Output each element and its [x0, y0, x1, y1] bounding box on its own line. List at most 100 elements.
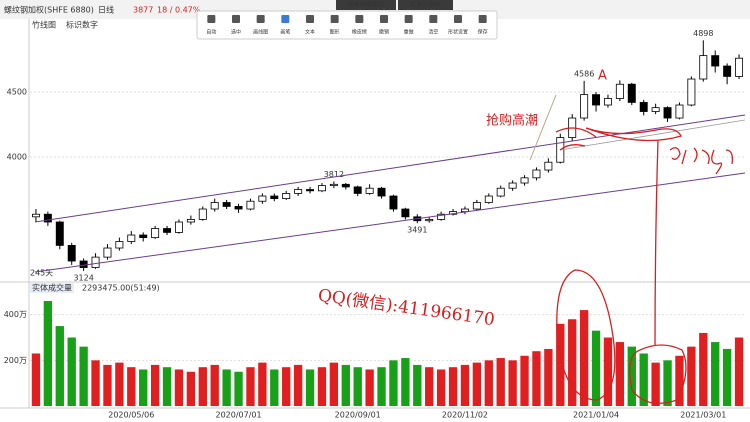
- candle-body: [103, 247, 112, 258]
- x-tick-label: 2020/05/06: [108, 411, 154, 420]
- tool-label: 撤销: [379, 29, 389, 36]
- candle-body: [544, 161, 553, 171]
- tool-icon[interactable]: [429, 15, 438, 23]
- volume-bar: [675, 355, 684, 406]
- mode-tab[interactable]: [398, 0, 453, 10]
- candle-body: [365, 187, 374, 194]
- tool-icon[interactable]: [404, 15, 413, 23]
- candle-body: [532, 169, 541, 179]
- period[interactable]: 日线: [98, 5, 114, 15]
- candle-body: [163, 228, 172, 233]
- tool-icon[interactable]: [232, 15, 240, 23]
- volume-bar: [246, 367, 255, 406]
- candle-body: [592, 94, 601, 106]
- candle-body: [258, 195, 267, 202]
- volume-bar: [210, 364, 219, 406]
- volume-bar: [734, 337, 744, 406]
- tool-label: 文本: [305, 29, 315, 36]
- tool-icon[interactable]: [355, 15, 364, 23]
- volume-bar: [425, 367, 434, 406]
- volume-bar: [186, 371, 196, 406]
- x-tick-label: 2020/09/01: [335, 411, 381, 420]
- volume-bar: [139, 369, 148, 406]
- tool-icon[interactable]: [454, 15, 462, 23]
- candle-body: [401, 208, 410, 218]
- mode-tab-label: 切换画图模式: [348, 1, 384, 9]
- candle-body: [234, 206, 243, 210]
- mode-tab-label: 只显示画图: [410, 2, 440, 9]
- volume-bar: [341, 364, 350, 406]
- tool-label: 选中: [231, 29, 241, 36]
- volume-bar: [699, 332, 708, 406]
- tool-icon[interactable]: [478, 15, 487, 23]
- volume-bar: [150, 364, 160, 406]
- volume-bar: [377, 367, 386, 406]
- volume-bar: [436, 369, 446, 406]
- tool-icon[interactable]: [380, 15, 388, 23]
- volume-bar: [687, 346, 696, 406]
- volume-bar: [91, 360, 100, 406]
- candle-body: [627, 83, 636, 103]
- candle-body: [329, 183, 338, 187]
- candle-body: [294, 189, 303, 194]
- volume-bar: [43, 300, 53, 406]
- trend-line: [559, 119, 746, 151]
- candle-body: [270, 195, 279, 200]
- tab[interactable]: 竹线图: [32, 20, 56, 30]
- label-box: [30, 283, 74, 293]
- draw-toolbar: 切换画图模式 只显示画图 自动 选中 画线图 画笔 文本 图形 橡皮擦 撤销 重做 清空 形状设置 保…: [196, 0, 498, 40]
- volume-bar: [174, 369, 184, 406]
- candle-body: [651, 107, 660, 112]
- channel-line: [34, 172, 746, 273]
- mode-tab[interactable]: [336, 0, 396, 10]
- volume-bar: [329, 362, 339, 406]
- volume-bar: [568, 319, 577, 406]
- extreme-label: 4586: [574, 69, 594, 78]
- candle-body: [377, 187, 386, 197]
- candle-body: [663, 107, 672, 119]
- tool-label: 形状设置: [448, 29, 468, 36]
- symbol[interactable]: 螺纹钢加权(SHFE 6880): [4, 5, 94, 15]
- tool-label: 自动: [206, 29, 216, 36]
- candle-body: [174, 221, 183, 233]
- volume-bar: [460, 364, 470, 406]
- candle-body: [91, 256, 100, 268]
- tool-icon[interactable]: [306, 15, 314, 23]
- candle-body: [603, 98, 612, 106]
- tool-icon[interactable]: [207, 15, 216, 23]
- volume-bar: [198, 367, 207, 406]
- volume-bar: [353, 367, 362, 406]
- volume-bar: [651, 362, 660, 406]
- tool-icon[interactable]: [256, 15, 265, 23]
- candle-body: [699, 55, 708, 80]
- price-change: 18 / 0.47%: [157, 6, 201, 15]
- annotation: 抢购高潮: [486, 113, 538, 129]
- candle-body: [723, 65, 732, 77]
- tab[interactable]: 标识数字: [66, 20, 98, 30]
- volume-bar: [532, 351, 541, 406]
- volume-bar: [556, 323, 565, 406]
- volume-bar: [544, 348, 553, 406]
- candle-body: [484, 195, 493, 203]
- volume-bar: [234, 371, 243, 406]
- volume-bar: [317, 367, 327, 406]
- candle-body: [246, 200, 255, 210]
- volume-bar: [55, 326, 64, 406]
- volume-bar: [484, 360, 493, 406]
- candle-body: [306, 189, 315, 192]
- candle-body: [496, 187, 505, 197]
- volume-bar: [722, 348, 732, 406]
- volume-bar: [508, 360, 517, 406]
- tool-icon[interactable]: [330, 15, 339, 23]
- tool-label: 重做: [404, 29, 414, 36]
- watermark: QQ(微信):411966170: [317, 286, 496, 331]
- volume-bar: [603, 337, 613, 406]
- scribble: [556, 269, 616, 401]
- tool-icon[interactable]: [281, 15, 290, 23]
- chart: 4000 4500 200万 400万 实体成交量 2293475.00(51:49) 24…: [4, 29, 745, 420]
- candle-body: [341, 183, 350, 188]
- candle-body: [639, 102, 648, 112]
- extreme-label: 4898: [693, 29, 713, 38]
- candle-body: [43, 213, 52, 223]
